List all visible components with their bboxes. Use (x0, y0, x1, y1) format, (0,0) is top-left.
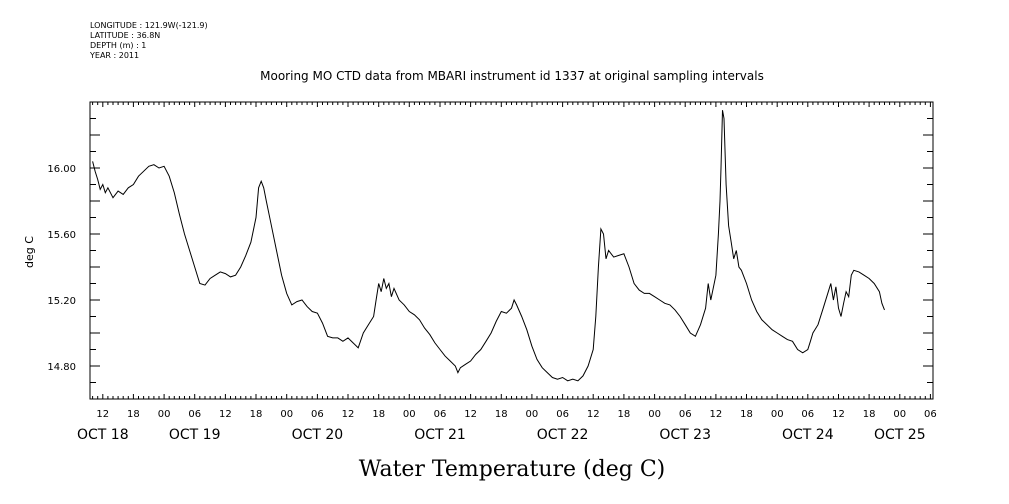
hour-tick-label: 06 (924, 409, 937, 420)
hour-tick-label: 12 (464, 409, 477, 420)
hour-tick-label: 18 (372, 409, 385, 420)
hour-tick-label: 00 (403, 409, 416, 420)
hour-tick-label: 06 (679, 409, 692, 420)
hour-tick-label: 12 (832, 409, 845, 420)
hour-tick-label: 00 (771, 409, 784, 420)
y-tick-label: 14.80 (47, 362, 76, 373)
hour-tick-label: 18 (495, 409, 508, 420)
y-tick-label: 15.20 (47, 296, 76, 307)
hour-tick-label: 12 (219, 409, 232, 420)
hour-tick-label: 00 (280, 409, 293, 420)
day-label: OCT 19 (169, 427, 221, 443)
day-label: OCT 24 (782, 427, 834, 443)
hour-tick-label: 00 (158, 409, 171, 420)
axis-ticks (90, 101, 933, 400)
y-tick-label: 15.60 (47, 230, 76, 241)
day-label: OCT 21 (414, 427, 466, 443)
hour-tick-label: 18 (863, 409, 876, 420)
hour-tick-label: 18 (618, 409, 631, 420)
y-axis-label: deg C (23, 236, 36, 268)
y-tick-labels: 14.80 15.20 15.60 16.00 (47, 164, 76, 373)
x-axis-label: Water Temperature (deg C) (359, 457, 666, 482)
day-label: OCT 25 (874, 427, 926, 443)
day-tick-labels: OCT 18 OCT 19 OCT 20 OCT 21 OCT 22 OCT 23 OCT … (77, 427, 926, 443)
day-label: OCT 20 (292, 427, 344, 443)
hour-tick-label: 06 (556, 409, 569, 420)
water-temperature-line (92, 110, 885, 382)
longitude-label: LONGITUDE : 121.9W(-121.9) (90, 21, 208, 30)
station-metadata: LONGITUDE : 121.9W(-121.9) LATITUDE : 36… (90, 21, 208, 61)
hour-tick-label: 12 (710, 409, 723, 420)
hour-tick-label: 06 (311, 409, 324, 420)
chart-title: Mooring MO CTD data from MBARI instrumen… (260, 69, 764, 83)
day-label: OCT 22 (537, 427, 589, 443)
day-label: OCT 18 (77, 427, 129, 443)
hour-tick-label: 06 (434, 409, 447, 420)
hour-tick-label: 18 (250, 409, 263, 420)
hour-tick-label: 00 (526, 409, 539, 420)
hour-tick-label: 00 (648, 409, 661, 420)
depth-label: DEPTH (m) : 1 (90, 41, 147, 50)
plot-frame (89, 101, 934, 400)
hour-tick-label: 18 (740, 409, 753, 420)
hour-tick-labels: 12 18 00 06 12 18 00 06 12 18 00 06 12 18 00 06 12 18 00 06… (96, 409, 936, 420)
y-tick-label: 16.00 (47, 164, 76, 175)
year-label: YEAR : 2011 (90, 51, 140, 60)
hour-tick-label: 12 (342, 409, 355, 420)
hour-tick-label: 18 (127, 409, 140, 420)
latitude-label: LATITUDE : 36.8N (90, 31, 161, 40)
hour-tick-label: 12 (96, 409, 109, 420)
hour-tick-label: 00 (893, 409, 906, 420)
day-label: OCT 23 (659, 427, 711, 443)
hour-tick-label: 06 (801, 409, 814, 420)
hour-tick-label: 06 (188, 409, 201, 420)
hour-tick-label: 12 (587, 409, 600, 420)
